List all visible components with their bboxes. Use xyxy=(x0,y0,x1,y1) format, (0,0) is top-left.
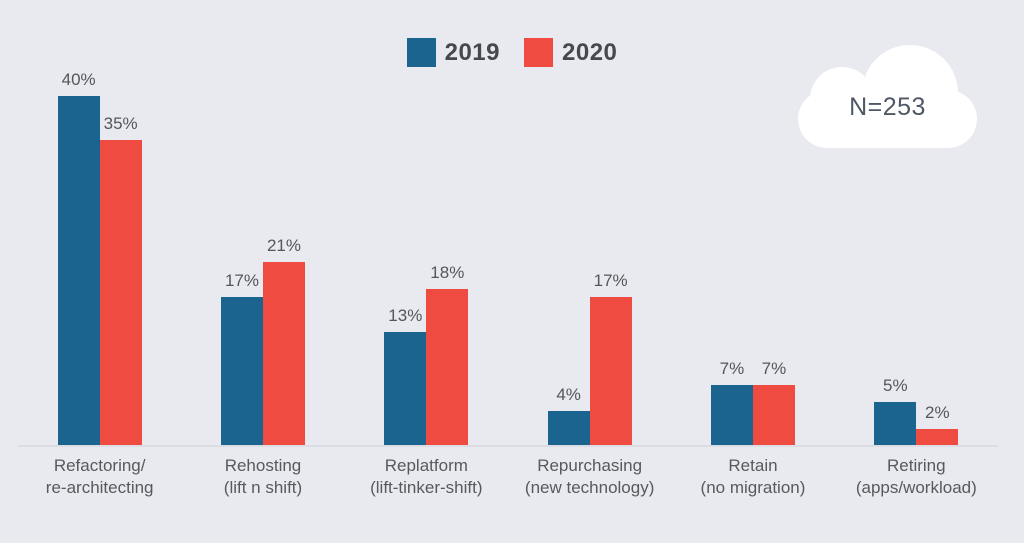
bar-value-label: 7% xyxy=(719,358,745,378)
bar-2019 xyxy=(384,332,427,446)
bar-column-2019: 5% xyxy=(874,376,917,446)
bar-value-label: 5% xyxy=(883,376,908,396)
bar-column-2019: 17% xyxy=(220,271,263,446)
bar-column-2019: 13% xyxy=(384,306,427,446)
category-label: Refactoring/re-architecting xyxy=(18,455,181,499)
bar-2019 xyxy=(710,384,753,446)
bar-2019 xyxy=(57,96,100,446)
bar-column-2019: 4% xyxy=(547,385,590,446)
bar-column-2019: 40% xyxy=(57,70,100,446)
bar-group: 5% 2% xyxy=(835,70,998,446)
category-label-line: Repurchasing xyxy=(537,456,643,475)
bar-column-2020: 2% xyxy=(916,402,959,446)
bar-2020 xyxy=(916,428,959,446)
legend-swatch-2020 xyxy=(524,38,553,67)
bar-column-2020: 7% xyxy=(752,358,795,446)
cloud-shape-base xyxy=(798,90,977,148)
bar-value-label: 4% xyxy=(556,385,581,404)
category-label-line: Replatform xyxy=(384,456,468,475)
bar-2019 xyxy=(547,411,590,446)
bar-value-label: 21% xyxy=(266,236,301,256)
bar-column-2020: 35% xyxy=(99,113,142,446)
bar-group: 40% 35% xyxy=(18,70,181,446)
legend-swatch-2019 xyxy=(406,38,436,67)
bar-group: 13% 18% xyxy=(345,70,508,446)
bar-2019 xyxy=(874,402,917,446)
legend-label-2019: 2019 xyxy=(444,38,500,66)
bar-2020 xyxy=(589,297,632,446)
bar-2020 xyxy=(752,384,795,446)
category-label: Repurchasing (new technology) xyxy=(508,455,671,499)
bar-2020 xyxy=(262,262,305,446)
bar-2020 xyxy=(426,288,469,446)
sample-size-cloud: N=253 xyxy=(798,45,977,148)
category-label: Rehosting (lift n shift) xyxy=(181,455,344,499)
bar-value-label: 13% xyxy=(388,306,423,326)
legend-label-2020: 2020 xyxy=(562,38,618,66)
bar-2020 xyxy=(99,139,142,446)
sample-size-label: N=253 xyxy=(849,93,926,121)
bar-value-label: 40% xyxy=(61,70,96,89)
category-label-line: Rehosting xyxy=(224,456,302,475)
category-label: Retiring (apps/workload) xyxy=(835,455,998,499)
bar-group: 7% 7% xyxy=(671,70,834,446)
bar-value-label: 17% xyxy=(593,271,628,291)
bar-group: 4% 17% xyxy=(508,70,671,446)
legend-item-2020: 2020 xyxy=(524,38,617,67)
bar-column-2019: 7% xyxy=(710,358,753,446)
category-labels: Refactoring/re-architecting Rehosting (lif… xyxy=(18,455,998,499)
category-label-line: Retain xyxy=(728,456,778,475)
bar-value-label: 7% xyxy=(761,358,787,378)
x-axis-line xyxy=(18,445,998,447)
bar-column-2020: 18% xyxy=(426,262,469,446)
legend-item-2019: 2019 xyxy=(406,38,500,67)
category-label-line: (no migration) xyxy=(700,478,806,497)
category-label-line: (apps/workload) xyxy=(855,478,977,497)
category-label-line: (lift n shift) xyxy=(223,478,303,497)
bar-group: 17% 21% xyxy=(181,70,344,446)
bar-value-label: 35% xyxy=(103,113,138,133)
bar-column-2020: 21% xyxy=(262,236,305,446)
bar-column-2020: 17% xyxy=(589,271,632,446)
bar-value-label: 17% xyxy=(224,271,259,291)
bar-value-label: 2% xyxy=(925,402,950,422)
category-label-line: Refactoring/ xyxy=(53,456,146,475)
category-label-line: (new technology) xyxy=(524,478,655,497)
chart-groups: 40% 35% 17% 21% 13% 18% 4% 17% 7% 7% 5% 2% xyxy=(18,70,998,446)
bar-2019 xyxy=(220,297,263,446)
bar-value-label: 18% xyxy=(430,262,465,282)
category-label: Retain (no migration) xyxy=(671,455,834,499)
category-label-line: Retiring xyxy=(887,456,946,475)
category-label-line: (lift-tinker-shift) xyxy=(370,478,483,497)
category-label: Replatform (lift-tinker-shift) xyxy=(345,455,508,499)
category-label-line: re-architecting xyxy=(45,478,154,497)
